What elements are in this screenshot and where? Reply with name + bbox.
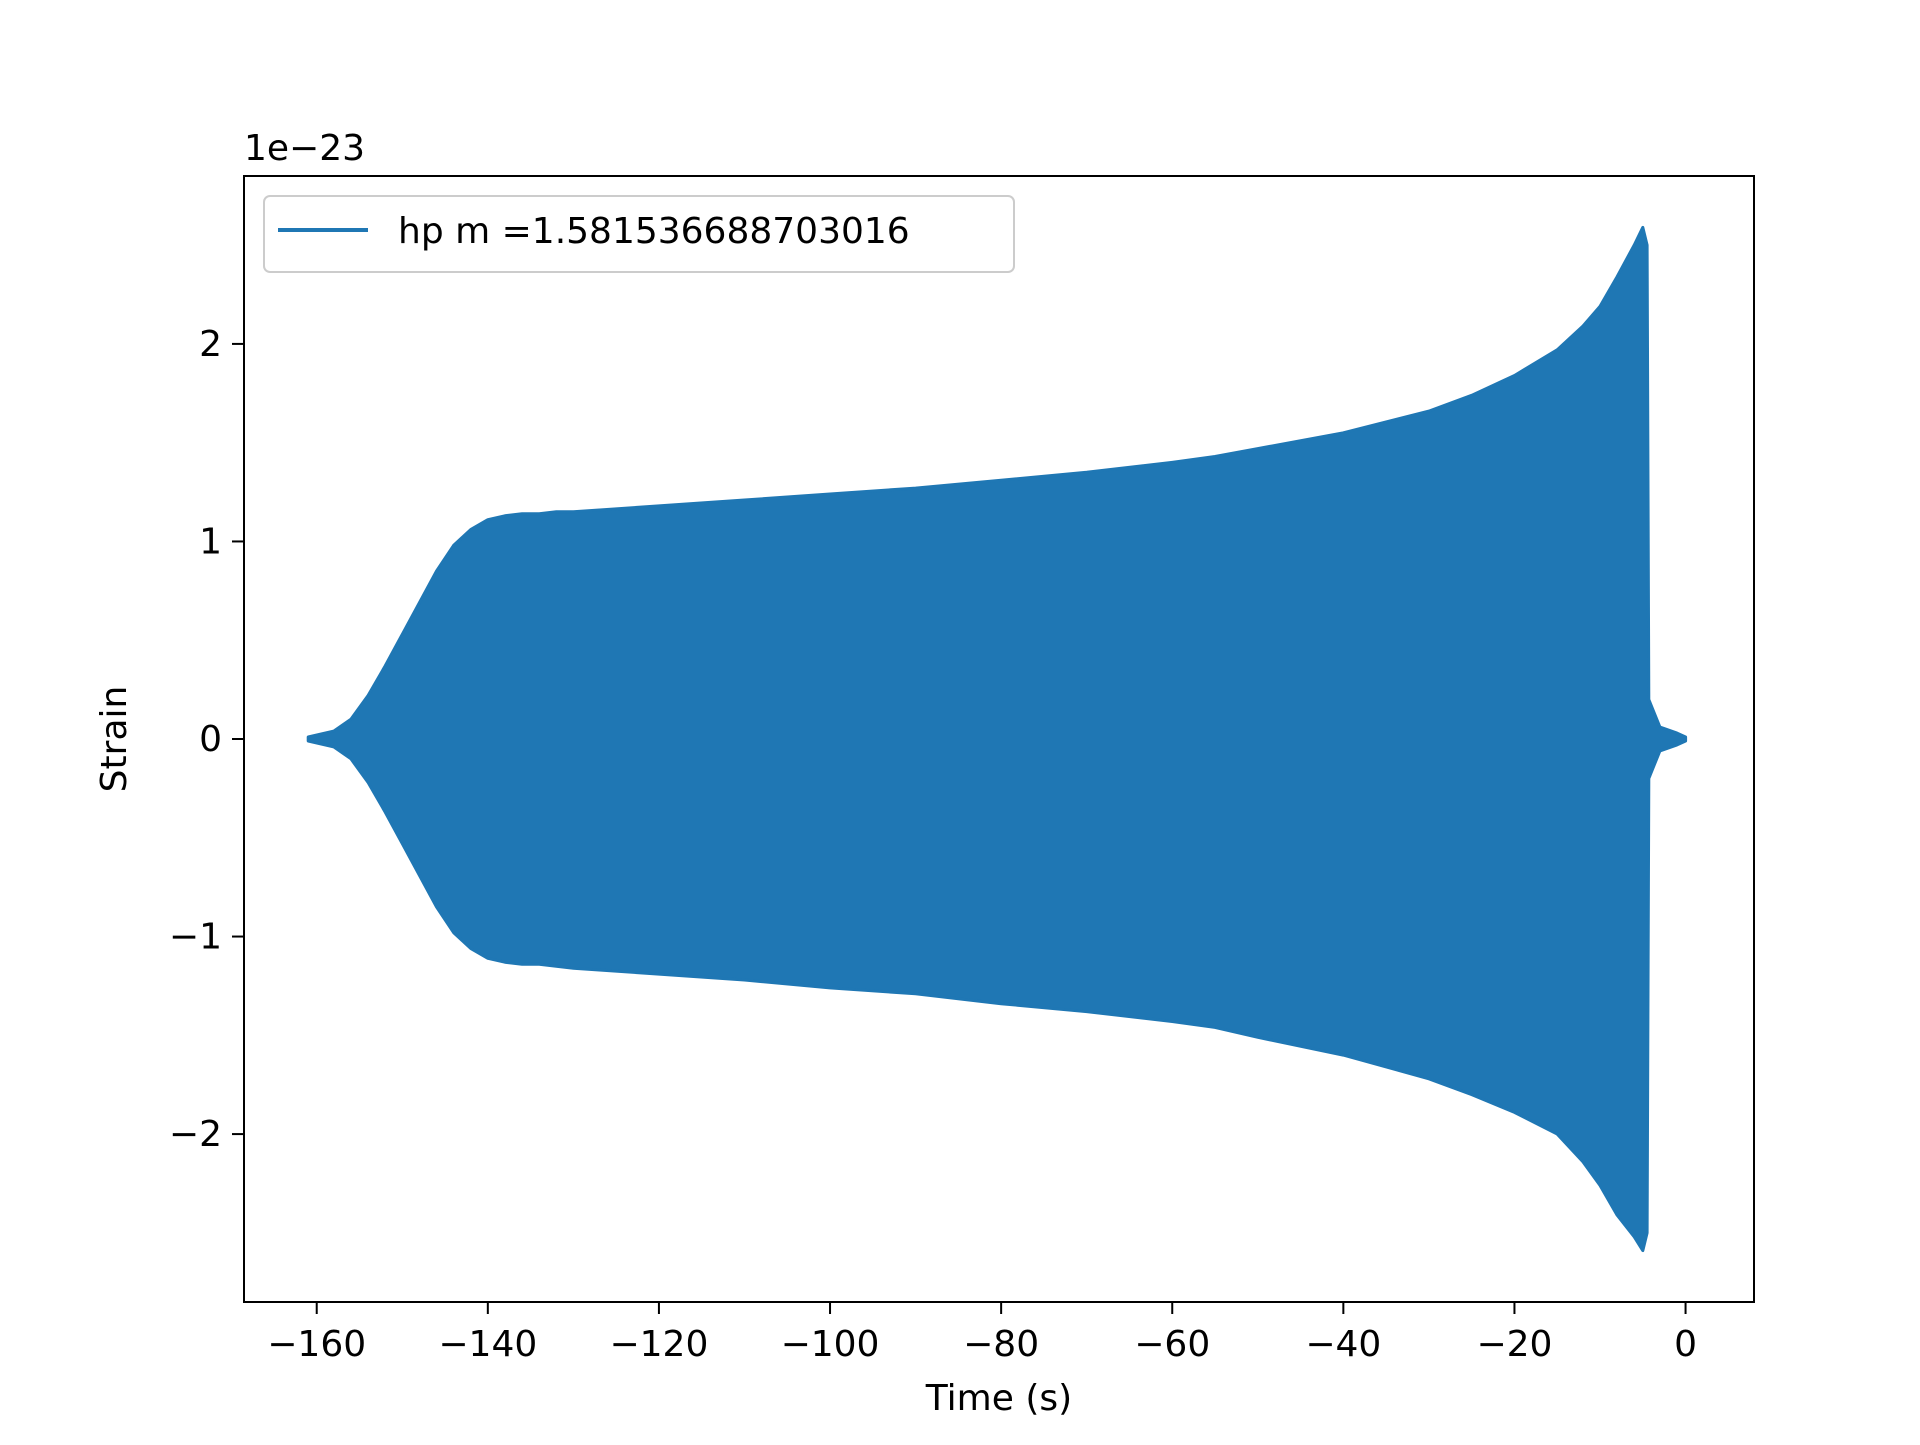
legend-label: hp m =1.581536688703016 bbox=[398, 211, 910, 252]
x-axis: −160 −140 −120 −100 −80 −60 −40 −20 0 bbox=[267, 1302, 1697, 1365]
y-axis-label: Strain bbox=[94, 686, 135, 793]
x-tick-label: −60 bbox=[1134, 1324, 1210, 1365]
legend-box bbox=[263, 195, 1015, 273]
x-tick-label: −100 bbox=[781, 1324, 880, 1365]
y-axis: −2 −1 0 1 2 bbox=[169, 324, 244, 1155]
series-waveform-0 bbox=[306, 225, 1688, 1253]
x-tick-label: −20 bbox=[1476, 1324, 1552, 1365]
x-axis-label: Time (s) bbox=[925, 1378, 1072, 1419]
y-tick-label: 2 bbox=[199, 324, 222, 365]
y-axis-offset-label: 1e−23 bbox=[244, 128, 365, 169]
y-tick-label: −1 bbox=[169, 917, 222, 958]
x-tick-label: −140 bbox=[438, 1324, 537, 1365]
x-tick-label: −160 bbox=[267, 1324, 366, 1365]
x-tick-label: 0 bbox=[1674, 1324, 1697, 1365]
y-tick-label: 0 bbox=[199, 719, 222, 760]
x-tick-label: −40 bbox=[1305, 1324, 1381, 1365]
y-tick-label: −2 bbox=[169, 1114, 222, 1155]
legend: hp m =1.581536688703016 bbox=[263, 195, 1015, 273]
plot-area bbox=[306, 225, 1688, 1253]
x-tick-label: −80 bbox=[963, 1324, 1039, 1365]
y-tick-label: 1 bbox=[199, 521, 222, 562]
x-tick-label: −120 bbox=[609, 1324, 708, 1365]
